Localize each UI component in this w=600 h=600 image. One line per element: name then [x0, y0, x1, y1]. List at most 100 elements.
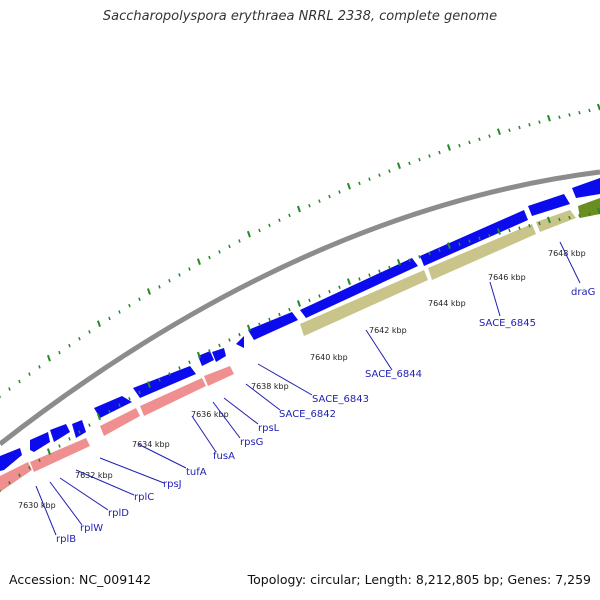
tick-mark — [538, 120, 541, 124]
outer-tick-marks — [0, 103, 600, 398]
tick-mark — [38, 458, 41, 463]
reverse-strand-genes — [0, 198, 600, 492]
tick-mark — [508, 128, 511, 133]
tick-mark — [296, 300, 301, 307]
tick-mark — [558, 115, 561, 119]
gene-arrow — [50, 424, 70, 442]
gene-arrow — [300, 270, 428, 336]
tick-mark — [196, 258, 201, 265]
gene-labels: rplB rplW rplD rplC rpsJ tufA fusA rpsG … — [56, 287, 595, 545]
tick-mark — [568, 113, 571, 117]
kbp-label: 7646 kbp — [488, 273, 526, 282]
kbp-label: 7630 kbp — [18, 501, 56, 510]
gene-label-rpsJ: rpsJ — [163, 479, 182, 490]
tick-mark — [408, 258, 411, 263]
tick-mark — [58, 444, 61, 448]
kbp-label: 7636 kbp — [191, 410, 229, 419]
tick-mark — [146, 288, 151, 295]
tick-mark — [238, 332, 241, 337]
tick-mark — [468, 239, 471, 243]
gene-label-rplD: rplD — [108, 508, 129, 519]
tick-mark — [558, 217, 561, 222]
tick-mark — [118, 403, 121, 407]
tick-mark — [108, 316, 111, 321]
tick-mark — [108, 409, 111, 414]
kbp-scale: 7630 kbp 7632 kbp 7634 kbp 7636 kbp 7638… — [18, 249, 586, 510]
tick-mark — [358, 181, 361, 186]
gene-arrow — [420, 210, 528, 266]
kbp-label: 7640 kbp — [310, 353, 348, 362]
tick-mark — [546, 114, 551, 122]
tick-mark — [518, 226, 521, 230]
gene-arrow — [30, 432, 50, 452]
gene-arrow — [528, 194, 570, 216]
tick-mark — [28, 466, 31, 470]
tick-mark — [158, 378, 161, 382]
tick-mark — [46, 448, 51, 455]
tick-mark — [438, 150, 441, 155]
tick-mark — [46, 354, 51, 362]
tick-mark — [246, 230, 251, 238]
tick-mark — [18, 379, 21, 384]
tick-mark — [288, 213, 291, 218]
tick-mark — [8, 387, 11, 391]
tick-mark — [278, 218, 281, 223]
tick-mark — [228, 338, 231, 342]
tick-mark — [138, 390, 141, 395]
tick-mark — [538, 221, 541, 226]
tick-mark — [458, 143, 461, 148]
tick-mark — [328, 289, 331, 294]
tick-mark — [418, 157, 421, 162]
page-title: Saccharopolyspora erythraea NRRL 2338, c… — [102, 9, 498, 24]
gene-label-fusA: fusA — [213, 451, 235, 462]
tick-mark — [488, 233, 491, 238]
tick-mark — [78, 336, 81, 341]
tick-mark — [496, 228, 501, 235]
tick-mark — [88, 423, 91, 427]
tick-mark — [428, 251, 431, 256]
tick-mark — [346, 182, 351, 190]
tick-mark — [268, 223, 271, 228]
tick-mark — [268, 317, 271, 322]
tick-mark — [446, 242, 451, 249]
tick-mark — [28, 372, 31, 376]
gene-arrow — [204, 366, 234, 386]
tick-mark — [508, 228, 511, 233]
tick-mark — [478, 137, 481, 141]
gene-arrow — [428, 224, 536, 280]
kbp-label: 7642 kbp — [369, 326, 407, 335]
tick-mark — [96, 320, 101, 327]
tick-mark — [96, 413, 101, 421]
tick-mark — [228, 244, 231, 249]
gene-arrow — [0, 448, 22, 471]
tick-mark — [428, 154, 431, 158]
tick-mark — [78, 430, 81, 434]
tick-mark — [468, 140, 471, 145]
gene-arrow — [572, 178, 600, 198]
tick-mark — [118, 310, 121, 314]
tick-mark — [578, 110, 581, 115]
kbp-label: 7634 kbp — [132, 440, 170, 449]
gene-label-rplW: rplW — [80, 523, 103, 534]
tick-mark — [188, 360, 191, 364]
tick-mark — [208, 349, 211, 353]
gene-label-SACE_6842: SACE_6842 — [279, 409, 336, 420]
tick-mark — [528, 123, 531, 127]
tick-mark — [396, 162, 401, 169]
tick-mark — [588, 212, 591, 216]
tick-mark — [128, 303, 131, 308]
forward-strand-genes — [0, 178, 600, 471]
tick-mark — [318, 294, 321, 298]
gene-arrow — [212, 348, 226, 362]
gene-arrow — [236, 336, 244, 348]
tick-mark — [528, 224, 531, 228]
tick-mark — [88, 330, 91, 334]
tick-mark — [218, 343, 221, 348]
tick-mark — [68, 437, 71, 441]
tick-mark — [328, 194, 331, 199]
accession-text: Accession: NC_009142 — [9, 572, 152, 587]
tick-mark — [588, 108, 591, 113]
tick-mark — [458, 242, 461, 246]
tick-mark — [488, 134, 491, 138]
